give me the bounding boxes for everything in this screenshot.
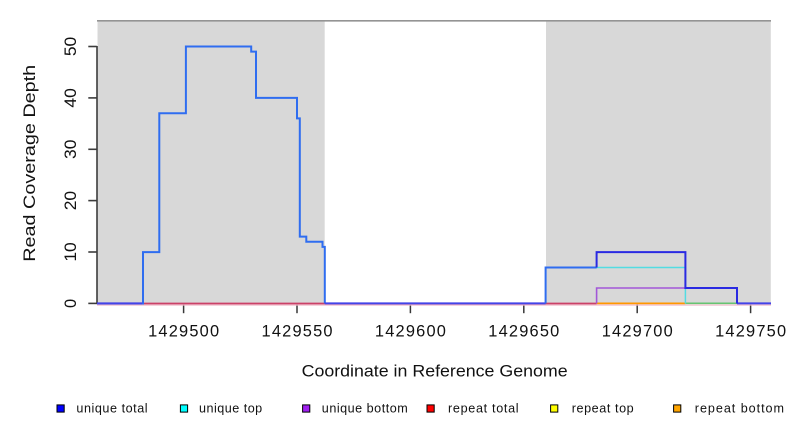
svg-text:1429600: 1429600 <box>375 323 446 341</box>
svg-text:unique bottom: unique bottom <box>322 402 408 416</box>
svg-text:1429750: 1429750 <box>715 323 786 341</box>
svg-text:repeat top: repeat top <box>572 402 634 416</box>
svg-text:50: 50 <box>62 37 80 56</box>
svg-text:unique top: unique top <box>199 402 262 416</box>
svg-text:1429550: 1429550 <box>262 323 333 341</box>
svg-text:repeat total: repeat total <box>448 402 519 416</box>
svg-text:1429700: 1429700 <box>602 323 673 341</box>
svg-text:Read Coverage Depth: Read Coverage Depth <box>21 65 39 262</box>
svg-text:Coordinate in Reference Genome: Coordinate in Reference Genome <box>302 362 568 380</box>
svg-text:unique total: unique total <box>76 402 147 416</box>
svg-text:0: 0 <box>62 299 80 308</box>
svg-text:repeat bottom: repeat bottom <box>695 402 784 416</box>
svg-text:20: 20 <box>62 191 80 210</box>
svg-text:1429500: 1429500 <box>148 323 219 341</box>
svg-text:1429650: 1429650 <box>488 323 559 341</box>
svg-text:30: 30 <box>62 140 80 159</box>
svg-text:10: 10 <box>62 242 80 261</box>
svg-text:40: 40 <box>62 88 80 107</box>
